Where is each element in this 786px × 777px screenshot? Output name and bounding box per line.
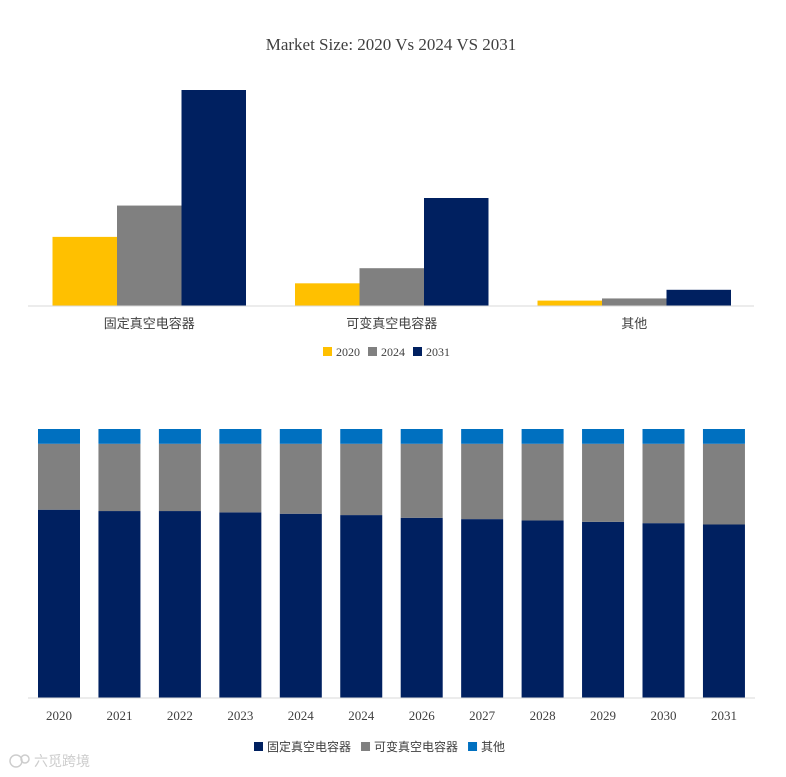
year-label: 2024 — [348, 708, 375, 723]
stacked-segment-2-9 — [582, 429, 625, 444]
stacked-segment-1-4 — [279, 443, 322, 514]
category-label: 其他 — [621, 316, 647, 331]
category-label: 可变真空电容器 — [346, 316, 437, 331]
bar-2020-1 — [295, 283, 360, 306]
chart-title: Market Size: 2020 Vs 2024 VS 2031 — [266, 35, 517, 54]
bar-group — [52, 90, 731, 306]
stacked-segment-0-10 — [642, 523, 685, 698]
legend-label-2031: 2031 — [426, 345, 450, 359]
stacked-segment-2-10 — [642, 429, 685, 444]
legend: 2020 2024 2031 — [323, 345, 450, 359]
stacked-segment-1-5 — [340, 443, 383, 516]
stacked-segment-1-11 — [702, 443, 745, 525]
year-label: 2030 — [651, 708, 677, 723]
stacked-segment-0-9 — [582, 521, 625, 698]
year-label: 2020 — [46, 708, 72, 723]
category-labels: 固定真空电容器 可变真空电容器 其他 — [104, 316, 648, 331]
stacked-segment-0-0 — [38, 509, 80, 698]
year-label: 2031 — [711, 708, 737, 723]
stacked-segment-1-9 — [582, 443, 625, 522]
stacked-segment-1-0 — [38, 443, 80, 510]
stacked-segment-1-8 — [521, 443, 564, 521]
stacked-segment-0-7 — [461, 519, 504, 698]
year-label: 2022 — [167, 708, 193, 723]
stacked-segment-1-10 — [642, 443, 685, 524]
stacked-segment-1-3 — [219, 443, 262, 513]
stacked-segment-1-1 — [98, 443, 141, 512]
stacked-segment-0-8 — [521, 520, 564, 698]
year-labels: 2020 2021 2022 2023 2024 2024 2026 2027 2028 2029… — [46, 708, 737, 723]
legend-swatch-2031 — [413, 347, 422, 356]
stacked-segment-2-2 — [158, 429, 201, 444]
stacked-segment-1-2 — [158, 443, 201, 512]
legend-swatch-0 — [254, 742, 263, 751]
legend-swatch-2 — [468, 742, 478, 751]
year-label: 2021 — [106, 708, 132, 723]
legend-label-1: 可变真空电容器 — [374, 739, 458, 754]
stacked-segment-2-4 — [279, 429, 322, 444]
stacked-segment-2-5 — [340, 429, 383, 444]
stacked-segment-0-2 — [158, 511, 201, 698]
stacked-segment-2-1 — [98, 429, 141, 444]
share-stacked-chart: 2020 2021 2022 2023 2024 2024 2026 2027 2028 2029… — [28, 429, 755, 754]
bar-2024-0 — [117, 205, 182, 306]
year-label: 2023 — [227, 708, 253, 723]
year-label: 2027 — [469, 708, 496, 723]
year-label: 2029 — [590, 708, 616, 723]
watermark: 六觅跨境 — [9, 754, 90, 770]
legend-label-0: 固定真空电容器 — [267, 739, 351, 754]
legend-label-2020: 2020 — [336, 345, 360, 359]
stacked-segment-0-6 — [400, 517, 443, 698]
stacked-segment-1-6 — [400, 443, 443, 518]
bar-2031-2 — [666, 289, 731, 306]
stacked-segment-0-3 — [219, 512, 262, 698]
bar-2024-1 — [359, 268, 424, 306]
bar-2020-0 — [52, 236, 117, 306]
legend-label-2: 其他 — [481, 740, 505, 754]
legend-swatch-2020 — [323, 347, 332, 356]
stacked-segment-2-11 — [702, 429, 745, 444]
year-label: 2026 — [409, 708, 436, 723]
category-label: 固定真空电容器 — [104, 316, 195, 331]
legend: 固定真空电容器 可变真空电容器 其他 — [254, 739, 505, 754]
watermark-logo-icon — [9, 754, 23, 768]
year-label: 2024 — [288, 708, 315, 723]
legend-swatch-2024 — [368, 347, 377, 356]
stacked-segment-1-7 — [461, 443, 504, 520]
stacked-segment-0-11 — [702, 524, 745, 698]
bar-2031-1 — [424, 198, 489, 306]
bar-2031-0 — [181, 90, 246, 306]
stacked-segment-2-6 — [400, 429, 443, 444]
market-size-chart: Market Size: 2020 Vs 2024 VS 2031 固定真空电容… — [28, 35, 754, 359]
legend-label-2024: 2024 — [381, 345, 405, 359]
stacked-bar-group — [38, 429, 745, 698]
stacked-segment-2-8 — [521, 429, 564, 444]
year-label: 2028 — [530, 708, 556, 723]
stacked-segment-2-0 — [38, 429, 80, 444]
stacked-segment-2-7 — [461, 429, 504, 444]
legend-swatch-1 — [361, 742, 371, 751]
stacked-segment-0-1 — [98, 511, 141, 698]
stacked-segment-2-3 — [219, 429, 262, 444]
stacked-segment-0-5 — [340, 515, 383, 698]
bar-2020-2 — [537, 300, 602, 306]
bar-2024-2 — [602, 298, 667, 306]
stacked-segment-0-4 — [279, 513, 322, 698]
watermark-text: 六觅跨境 — [34, 754, 90, 770]
